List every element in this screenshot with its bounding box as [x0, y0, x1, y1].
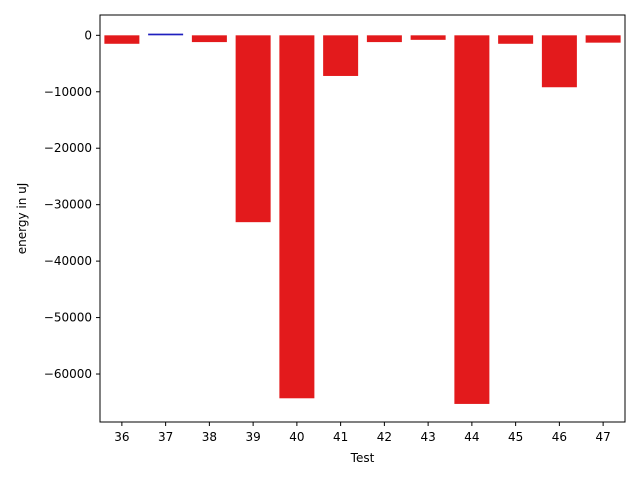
x-tick-label: 44	[464, 430, 479, 444]
x-axis: 36 37 38 39 40 41 42 43 44 45 46 47	[114, 422, 611, 444]
y-tick-label: −50000	[44, 311, 92, 325]
bar-test-43	[410, 35, 446, 40]
bar-test-46	[541, 35, 577, 88]
bar-series	[104, 33, 621, 404]
x-tick-label: 45	[508, 430, 523, 444]
bar-test-45	[498, 35, 534, 44]
y-axis-label: energy in uJ	[15, 183, 29, 255]
y-tick-label: −60000	[44, 367, 92, 381]
bar-test-41	[323, 35, 359, 76]
y-tick-label: −10000	[44, 85, 92, 99]
x-tick-label: 37	[158, 430, 173, 444]
y-tick-label: −20000	[44, 141, 92, 155]
x-tick-label: 46	[552, 430, 567, 444]
x-tick-label: 36	[114, 430, 129, 444]
x-tick-label: 39	[245, 430, 260, 444]
x-tick-label: 38	[202, 430, 217, 444]
x-tick-label: 41	[333, 430, 348, 444]
x-tick-label: 40	[289, 430, 304, 444]
bar-test-47	[585, 35, 621, 43]
plot-frame	[99, 14, 626, 423]
x-axis-label: Test	[350, 451, 375, 465]
y-tick-label: −40000	[44, 254, 92, 268]
bar-test-42	[366, 35, 402, 43]
bar-test-38	[191, 35, 227, 43]
y-tick-label: 0	[84, 28, 92, 42]
bar-test-36	[104, 35, 140, 44]
y-tick-label: −30000	[44, 198, 92, 212]
x-tick-label: 43	[420, 430, 435, 444]
bar-test-40	[279, 35, 315, 399]
bar-test-39	[235, 35, 271, 223]
bar-test-37	[148, 33, 184, 36]
x-tick-label: 42	[377, 430, 392, 444]
y-axis: 0 −10000 −20000 −30000 −40000 −50000 −60000	[44, 28, 100, 381]
x-tick-label: 47	[595, 430, 610, 444]
bar-test-44	[454, 35, 490, 404]
